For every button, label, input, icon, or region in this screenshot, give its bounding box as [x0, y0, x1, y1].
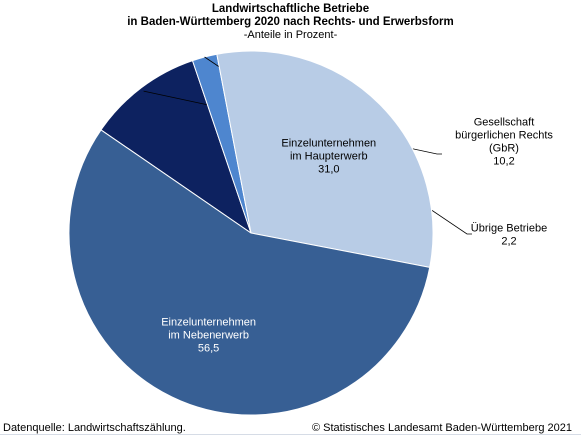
chart-title-line-1: Landwirtschaftliche Betriebe: [211, 3, 370, 15]
slice-label-gesellschaft-buergerlichen-rechts-gbr: Gesellschaft bürgerlichen Rechts (GbR) 10,2: [455, 117, 553, 168]
pie-slice-einzelunternehmen-im-haupterwerb: [216, 50, 434, 268]
pie-chart: Gesellschaft bürgerlichen Rechts (GbR) 10,2…: [68, 50, 553, 416]
pie-slice-gesellschaft-buergerlichen-rechts-gbr: [100, 60, 252, 235]
chart-subtitle: -Anteile in Prozent-: [243, 29, 338, 41]
chart-title-block: Landwirtschaftliche Betriebe in Baden-Wü…: [0, 3, 581, 42]
slice-label-einzelunternehmen-im-haupterwerb: Einzelunternehmen im Haupterwerb 31,0: [281, 137, 376, 175]
data-source-note: Datenquelle: Landwirtschaftszählung.: [3, 422, 186, 434]
bottom-divider: [0, 434, 581, 435]
slice-label-uebrige-betriebe: Übrige Betriebe 2,2: [471, 223, 547, 248]
pie-slice-einzelunternehmen-im-nebenerwerb: [68, 129, 431, 416]
copyright-note: © Statistisches Landesamt Baden-Württemb…: [311, 422, 572, 434]
slice-label-einzelunternehmen-im-nebenerwerb: Einzelunternehmen im Nebenerwerb 56,5: [161, 317, 256, 355]
chart-title-line-2: in Baden-Württemberg 2020 nach Rechts- u…: [127, 16, 454, 28]
